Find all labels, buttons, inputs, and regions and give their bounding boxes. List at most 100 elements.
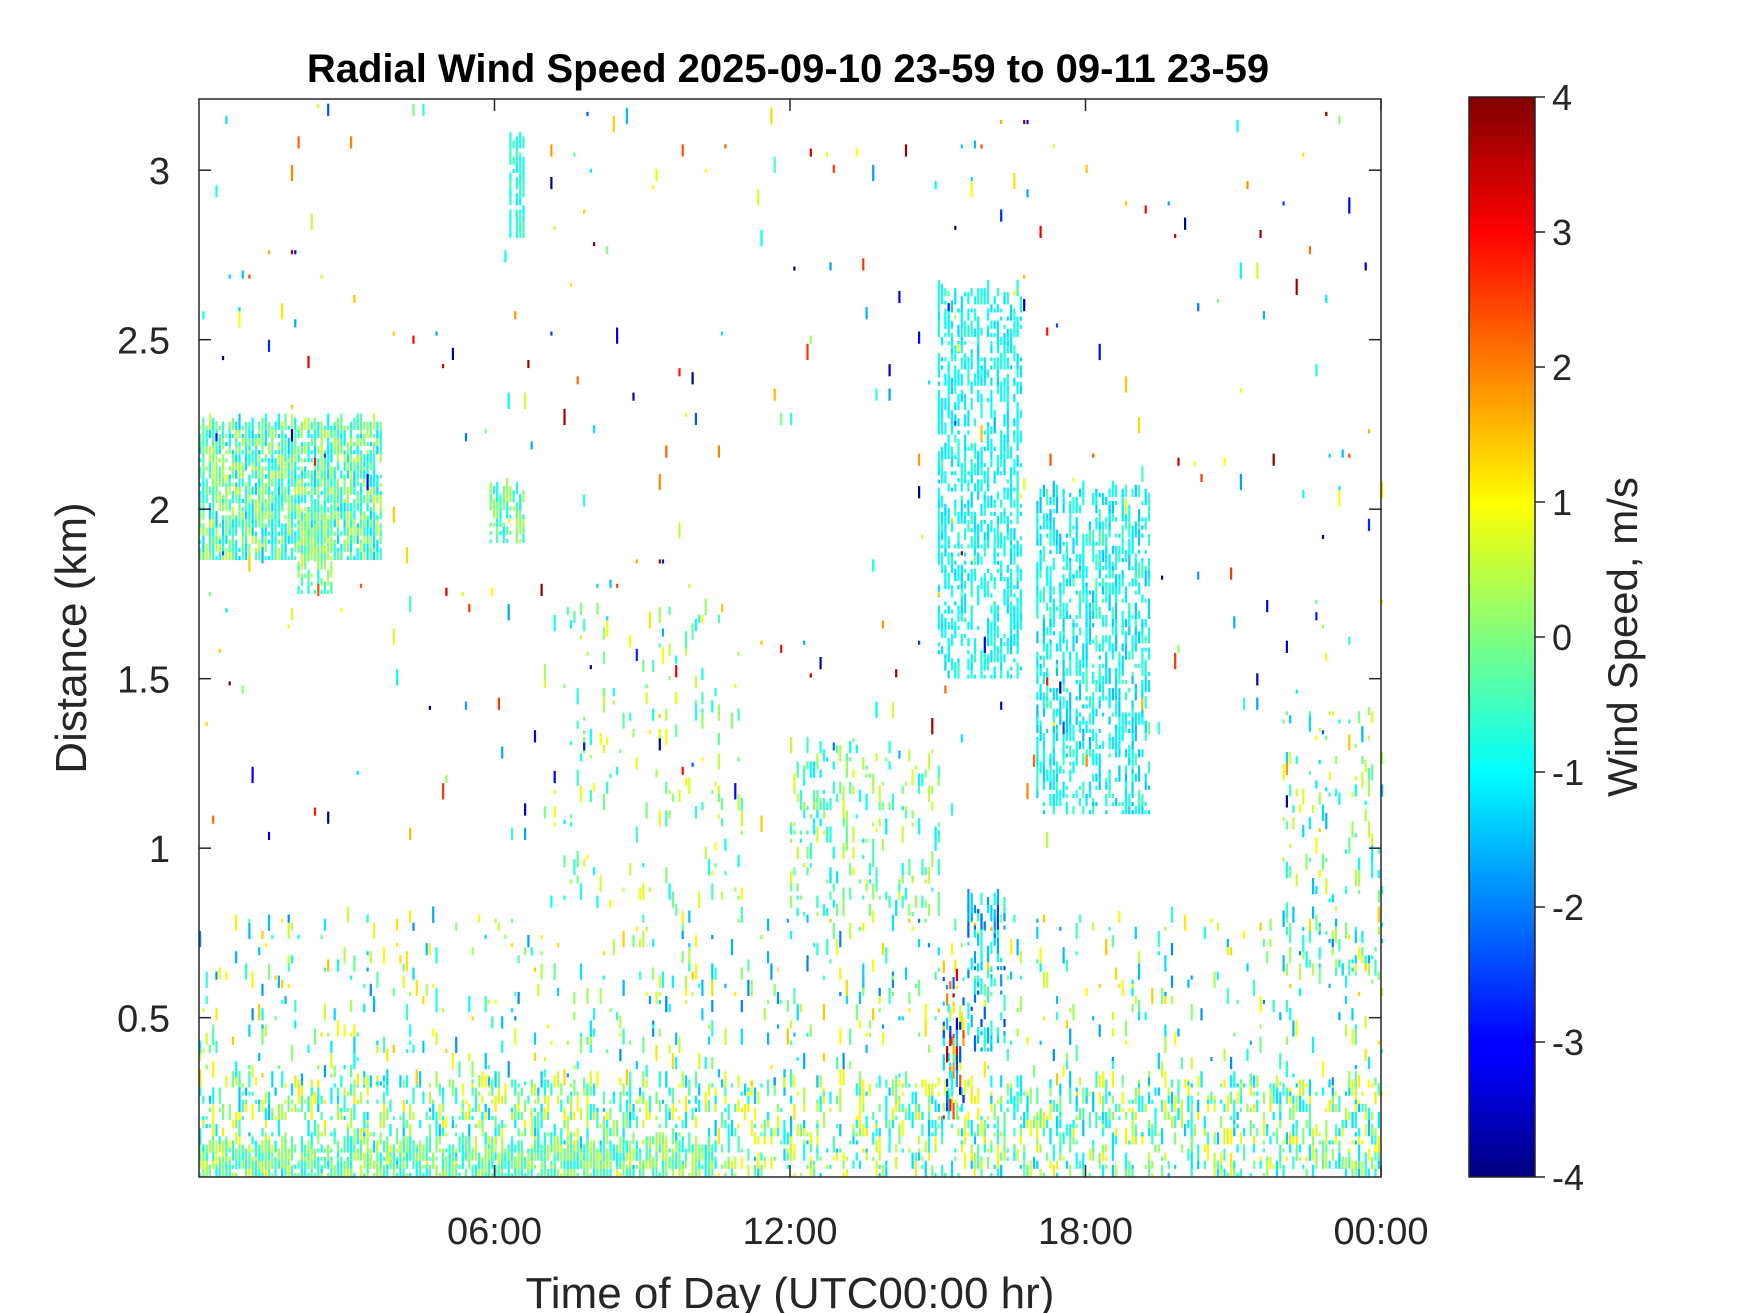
heatmap-cell (356, 454, 359, 463)
heatmap-cell (1371, 1156, 1374, 1161)
heatmap-cell (215, 1008, 218, 1021)
heatmap-cell (1052, 712, 1055, 717)
heatmap-cell (494, 1071, 497, 1088)
heatmap-cell (300, 589, 303, 594)
heatmap-cell (1078, 684, 1082, 701)
heatmap-cell (366, 1075, 369, 1088)
heatmap-cell (681, 1120, 684, 1129)
heatmap-cell (1131, 716, 1134, 733)
heatmap-cell (1059, 1140, 1062, 1153)
heatmap-cell (1046, 513, 1049, 522)
heatmap-cell (665, 1103, 668, 1121)
heatmap-cell (1019, 1075, 1022, 1088)
heatmap-cell (373, 547, 376, 552)
heatmap-cell (973, 483, 977, 492)
heatmap-cell (222, 454, 225, 471)
heatmap-cell (330, 450, 333, 455)
heatmap-cell (770, 1128, 773, 1137)
heatmap-cell (1141, 647, 1144, 652)
heatmap-cell (205, 1065, 208, 1070)
heatmap-cell (901, 1083, 904, 1088)
heatmap-cell (625, 1091, 628, 1096)
heatmap-cell (235, 914, 238, 931)
heatmap-cell (707, 1083, 711, 1096)
heatmap-cell (1023, 1111, 1026, 1129)
heatmap-cell (231, 523, 234, 536)
heatmap-cell (356, 490, 359, 495)
heatmap-cell (369, 1148, 372, 1153)
heatmap-cell (290, 1164, 294, 1169)
heatmap-cell (609, 1152, 612, 1169)
heatmap-cell (921, 1124, 924, 1137)
heatmap-cell (231, 1071, 234, 1088)
heatmap-cell (967, 650, 970, 655)
heatmap-cell (1085, 582, 1088, 587)
heatmap-cell (519, 197, 522, 206)
heatmap-cell (579, 1107, 583, 1120)
heatmap-cell (290, 1168, 294, 1177)
heatmap-cell (931, 785, 934, 794)
heatmap-cell (586, 1091, 589, 1104)
heatmap-cell (1381, 784, 1384, 797)
heatmap-cell (1042, 1172, 1045, 1177)
heatmap-cell (1075, 1152, 1078, 1169)
heatmap-cell (1144, 566, 1147, 571)
heatmap-cell (202, 1048, 205, 1053)
heatmap-cell (796, 907, 799, 916)
heatmap-cell (1262, 1091, 1265, 1104)
heatmap-cell (297, 504, 300, 521)
heatmap-cell (471, 1061, 474, 1078)
heatmap-cell (941, 284, 944, 297)
heatmap-cell (599, 1164, 602, 1169)
heatmap-cell (1006, 450, 1009, 459)
heatmap-cell (1019, 296, 1022, 313)
heatmap-cell (964, 568, 967, 573)
heatmap-cell (1013, 459, 1016, 476)
heatmap-cell (1055, 728, 1059, 733)
heatmap-cell (1220, 1152, 1223, 1161)
heatmap-cell (471, 1083, 474, 1088)
heatmap-cell (1115, 517, 1118, 522)
heatmap-cell (1062, 659, 1065, 676)
heatmap-cell (1154, 1087, 1157, 1096)
heatmap-cell (1262, 1172, 1265, 1177)
heatmap-cell (1302, 951, 1305, 960)
heatmap-cell (501, 1156, 504, 1169)
heatmap-cell (1111, 647, 1114, 652)
heatmap-cell (734, 1172, 737, 1177)
heatmap-cell (304, 446, 307, 455)
heatmap-cell (632, 1168, 635, 1177)
heatmap-cell (970, 459, 973, 476)
heatmap-cell (1072, 806, 1075, 815)
heatmap-cell (967, 1111, 970, 1120)
heatmap-cell (987, 398, 990, 403)
heatmap-cell (822, 903, 825, 916)
heatmap-cell (1078, 598, 1082, 611)
heatmap-cell (589, 1020, 592, 1037)
heatmap-cell (350, 975, 353, 980)
heatmap-cell (1128, 525, 1131, 530)
heatmap-cell (1105, 1164, 1108, 1169)
heatmap-cell (1295, 873, 1298, 887)
heatmap-cell (983, 471, 986, 476)
heatmap-cell (330, 516, 333, 521)
heatmap-cell (277, 482, 280, 495)
heatmap-cell (310, 1079, 313, 1088)
heatmap-cell (816, 753, 819, 762)
heatmap-cell (225, 519, 228, 528)
heatmap-cell (1046, 627, 1049, 636)
heatmap-cell (343, 1164, 346, 1177)
heatmap-cell (1141, 798, 1144, 815)
heatmap-cell (1128, 712, 1131, 717)
heatmap-cell (790, 1124, 793, 1137)
heatmap-cell (1016, 402, 1019, 411)
heatmap-cell (655, 1136, 658, 1153)
heatmap-cell (671, 1156, 674, 1169)
heatmap-cell (865, 879, 868, 884)
heatmap-cell (307, 429, 310, 438)
heatmap-cell (1006, 638, 1009, 647)
heatmap-cell (369, 1132, 372, 1137)
heatmap-cell (363, 1132, 366, 1137)
heatmap-cell (990, 1144, 993, 1153)
heatmap-cell (1049, 753, 1052, 766)
